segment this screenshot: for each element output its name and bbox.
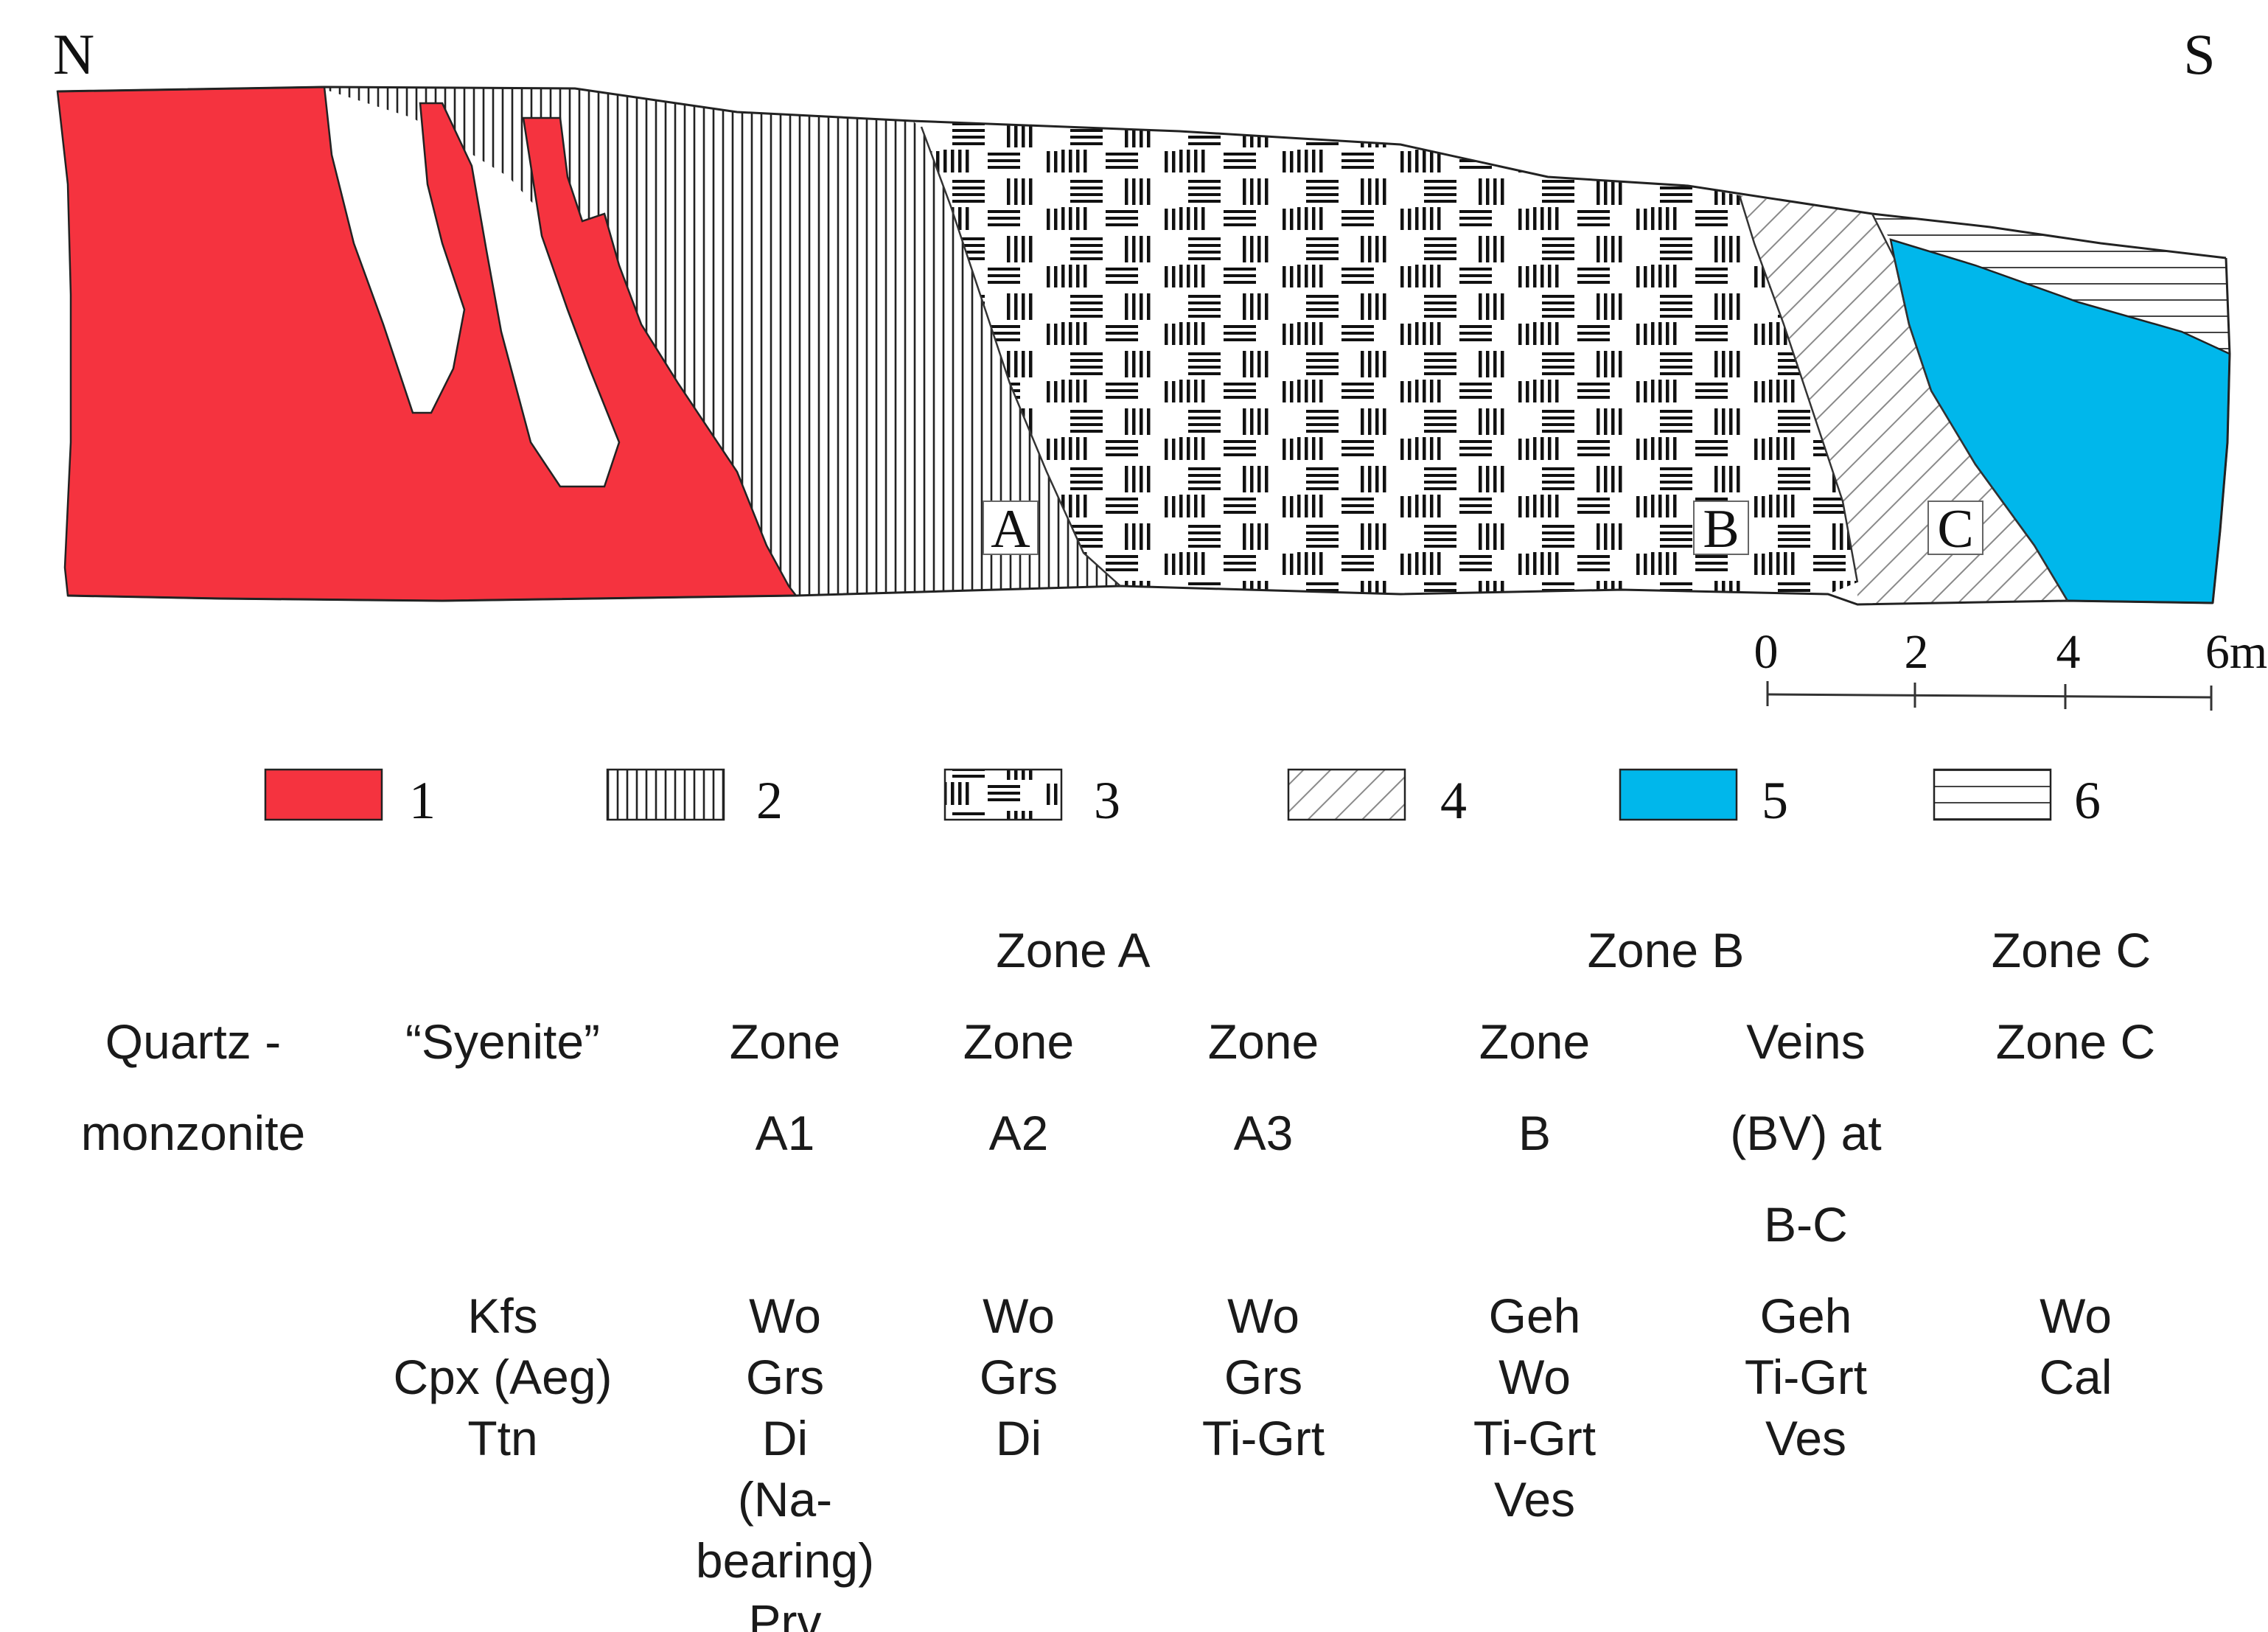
scale-tick-4: 4 <box>2056 625 2081 679</box>
legend-swatch-5 <box>1619 768 1738 821</box>
unit-3-zone-a-b-band <box>912 121 1857 594</box>
svg-text:2: 2 <box>756 771 783 830</box>
column-name-line: “Syenite” <box>405 1014 600 1069</box>
section-right-boundary <box>2211 257 2231 604</box>
svg-text:1: 1 <box>409 771 436 830</box>
column-name-line: Zone <box>1208 1014 1319 1069</box>
mineral-zone-table: Zone A Zone B Zone C Quartz - monzonite “S… <box>81 923 2155 1632</box>
mineral-entry: Grs <box>746 1350 824 1404</box>
column-name-line: Veins <box>1746 1014 1865 1069</box>
svg-text:5: 5 <box>1762 771 1788 830</box>
contact-c-blue <box>1871 213 2069 601</box>
table-column: Quartz - monzonite <box>81 1014 306 1160</box>
mineral-entry: Wo <box>749 1288 821 1343</box>
legend-item-3: 3 <box>943 768 1120 830</box>
group-header-zone-b: Zone B <box>1588 923 1745 977</box>
legend-item-2: 2 <box>606 768 783 830</box>
north-label: N <box>53 22 94 86</box>
column-name-line: Quartz - <box>105 1014 281 1069</box>
column-name-line: (BV) at <box>1730 1106 1881 1160</box>
column-name-line: A2 <box>989 1106 1049 1160</box>
legend-item-1: 1 <box>264 768 436 830</box>
contact-a-b <box>920 126 1121 587</box>
column-name-line: A1 <box>756 1106 815 1160</box>
svg-text:A: A <box>991 499 1030 559</box>
group-header-zone-c: Zone C <box>1992 923 2151 977</box>
mineral-entry: Grs <box>1224 1350 1302 1404</box>
mineral-entry: Wo <box>983 1288 1055 1343</box>
mineral-entry: Ti-Grt <box>1473 1411 1596 1465</box>
legend: 1 2 3 4 5 6 <box>264 768 2101 830</box>
unit-4-zone-c-band <box>1740 195 2068 604</box>
legend-swatch-4 <box>1287 768 1406 821</box>
mineral-entry: Wo <box>2040 1288 2112 1343</box>
column-name-line: B-C <box>1764 1197 1848 1252</box>
south-label: S <box>2183 22 2215 86</box>
legend-swatch-1 <box>264 768 383 821</box>
mineral-entry: Ttn <box>467 1411 537 1465</box>
column-name-line: A3 <box>1234 1106 1294 1160</box>
scale-bar: 0 2 4 6m <box>1754 625 2267 711</box>
table-column: Zone A1 Wo Grs Di (Na-bearing) Prv <box>696 1014 874 1632</box>
scale-tick-2: 2 <box>1905 625 1929 679</box>
svg-text:4: 4 <box>1440 771 1467 830</box>
legend-swatch-3 <box>943 768 1063 821</box>
mineral-entry: Kfs <box>467 1288 537 1343</box>
table-column: Zone A2 Wo Grs Di <box>963 1014 1074 1465</box>
section-label-c: C <box>1927 499 1983 559</box>
svg-text:B: B <box>1703 499 1739 559</box>
legend-swatch-2 <box>606 768 725 821</box>
table-column: Zone B Geh Wo Ti-Grt Ves <box>1473 1014 1596 1527</box>
mineral-entry: Wo <box>1498 1350 1571 1404</box>
legend-item-6: 6 <box>1933 768 2101 830</box>
section-top-boundary <box>57 86 2227 259</box>
group-header-zone-a: Zone A <box>996 923 1150 977</box>
mineral-entry: Cal <box>2039 1350 2112 1404</box>
mineral-entry: (Na- <box>738 1472 832 1527</box>
section-bottom-boundary <box>67 585 2213 606</box>
mineral-entry: Cpx (Aeg) <box>393 1350 612 1404</box>
mineral-entry: Prv <box>749 1594 822 1632</box>
column-name-line: monzonite <box>81 1106 306 1160</box>
mineral-entry: Grs <box>980 1350 1058 1404</box>
mineral-entry: Ti-Grt <box>1745 1350 1867 1404</box>
legend-item-5: 5 <box>1619 768 1788 830</box>
contact-b-c <box>1738 195 1859 583</box>
mineral-entry: Wo <box>1227 1288 1299 1343</box>
table-column: Veins (BV) at B-C Geh Ti-Grt Ves <box>1730 1014 1881 1465</box>
mineral-entry: bearing) <box>696 1533 874 1588</box>
column-name-line: Zone <box>730 1014 840 1069</box>
scale-tick-0: 0 <box>1754 625 1779 679</box>
table-column: Zone C Wo Cal <box>1996 1014 2155 1404</box>
column-name-line: Zone <box>963 1014 1074 1069</box>
svg-text:3: 3 <box>1094 771 1120 830</box>
section-label-b: B <box>1693 499 1749 559</box>
mineral-entry: Geh <box>1760 1288 1852 1343</box>
mineral-entry: Ves <box>1494 1472 1575 1527</box>
mineral-entry: Di <box>762 1411 808 1465</box>
column-name-line: B <box>1518 1106 1551 1160</box>
mineral-entry: Di <box>996 1411 1041 1465</box>
column-name-line: Zone <box>1479 1014 1590 1069</box>
table-column: Zone A3 Wo Grs Ti-Grt <box>1202 1014 1325 1465</box>
mineral-entry: Ves <box>1765 1411 1846 1465</box>
table-column: “Syenite” Kfs Cpx (Aeg) Ttn <box>393 1014 612 1465</box>
mineral-entry: Ti-Grt <box>1202 1411 1325 1465</box>
cross-section: A B C <box>56 86 2231 606</box>
column-name-line: Zone C <box>1996 1014 2155 1069</box>
legend-item-4: 4 <box>1287 768 1467 830</box>
scale-tick-6m: 6m <box>2205 625 2267 679</box>
section-label-a: A <box>983 499 1039 559</box>
legend-swatch-6 <box>1933 768 2052 821</box>
table-columns: Quartz - monzonite “Syenite” Kfs Cpx (Aeg) Tt… <box>81 1014 2155 1632</box>
mineral-entry: Geh <box>1489 1288 1581 1343</box>
unit-2-zone-a1-band <box>317 87 1120 596</box>
svg-text:C: C <box>1937 499 1973 559</box>
svg-text:6: 6 <box>2074 771 2101 830</box>
